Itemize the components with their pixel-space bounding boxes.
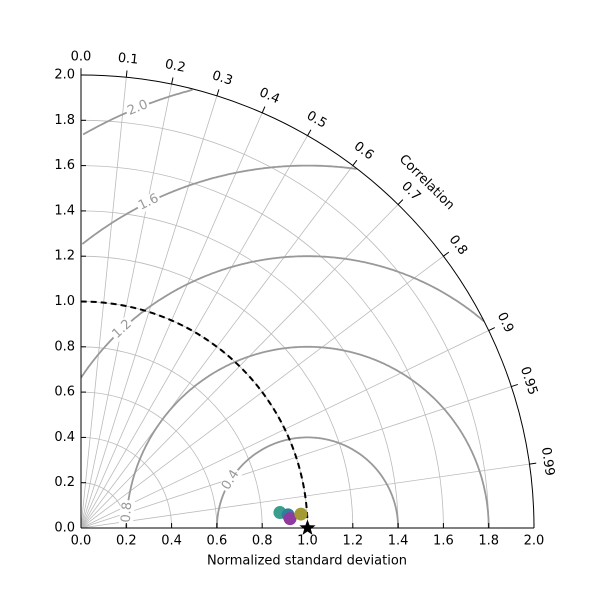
std-grid-arc [80,165,444,529]
correlation-tick-label: 0.9 [494,310,517,335]
std-grid-arc [80,210,399,529]
correlation-tick [511,383,518,388]
x-tick-label: 0.6 [207,534,228,549]
x-axis-label: Normalized standard deviation [207,554,407,569]
correlation-tick-label: 0.8 [446,233,470,259]
model-point [294,507,308,521]
correlation-tick [397,199,404,205]
x-tick-label: 1.6 [433,534,454,549]
correlation-grid-line [80,95,218,529]
reference-std-arc [80,300,309,529]
correlation-tick-label: 0.99 [538,446,557,477]
rms-label-bg [218,466,243,494]
rms-contour [81,164,357,245]
correlation-tick [488,327,496,331]
x-tick-label: 0.2 [116,534,137,549]
std-grid-arc [80,346,263,529]
correlation-tick [307,129,312,136]
y-tick-label: 0.0 [54,521,75,536]
y-tick-label: 0.4 [54,430,75,445]
correlation-grid-line [80,135,308,529]
y-tick-label: 1.6 [54,158,75,173]
model-point [283,512,297,526]
std-grid-arc [80,391,218,529]
rms-label: 0.8 [119,501,136,523]
correlation-tick-label: 0.6 [351,139,377,163]
correlation-tick-label: 0.5 [304,108,329,131]
std-grid-arc [80,255,354,529]
y-tick-label: 1.0 [54,294,75,309]
correlation-tick-label: 0.3 [210,68,234,89]
y-tick-label: 1.2 [54,249,75,264]
y-tick-label: 2.0 [54,68,75,83]
correlation-tick [443,251,450,257]
x-tick-label: 0.8 [252,534,273,549]
rms-label: 2.0 [125,97,150,119]
rms-contour [80,255,485,379]
correlation-tick-label: 0.4 [257,85,282,107]
rms-label-bg [108,315,136,343]
rms-label-bg [134,190,163,214]
x-tick-label: 0.4 [161,534,182,549]
x-tick-label: 1.0 [297,534,318,549]
correlation-tick [529,462,537,465]
correlation-tick [261,106,266,114]
outer-arc [80,74,535,529]
x-tick-label: 1.4 [388,534,409,549]
x-tick-label: 1.8 [478,534,499,549]
y-tick-label: 1.4 [54,203,75,218]
correlation-tick-label: 0.1 [117,51,139,68]
correlation-grid-line [80,165,354,529]
std-grid-arc [80,119,490,529]
correlation-tick [352,159,358,166]
correlation-tick [171,77,174,85]
correlation-tick-label: 0.95 [517,365,540,397]
x-tick-label: 2.0 [524,534,545,549]
y-tick-label: 1.8 [54,113,75,128]
y-tick-label: 0.6 [54,385,75,400]
rms-label-bg [124,97,152,119]
y-tick-label: 0.8 [54,339,75,354]
rms-contour [125,345,490,528]
x-tick-label: 0.0 [71,534,92,549]
y-tick-label: 0.2 [54,475,75,490]
correlation-tick-label: 0.0 [71,49,92,64]
correlation-tick-label: 0.2 [164,57,187,76]
x-tick-label: 1.2 [342,534,363,549]
reference-point [299,519,316,535]
correlation-tick [125,70,128,78]
correlation-tick [216,89,220,97]
rms-label-bg [118,499,136,525]
